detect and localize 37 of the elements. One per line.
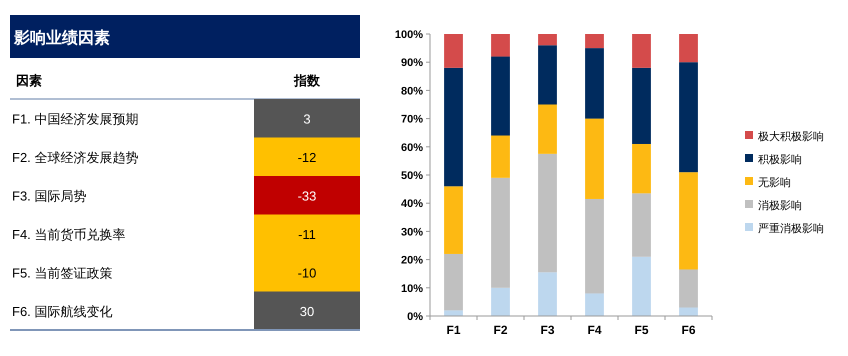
xtick-label: F4 <box>588 323 602 337</box>
legend-label: 积极影响 <box>758 154 802 166</box>
cell-label: -11 <box>298 226 316 242</box>
legend-label: 消极影响 <box>758 200 802 212</box>
ytick-label: 40% <box>400 198 423 210</box>
ytick-label: 60% <box>400 142 423 154</box>
legend-label: 严重消极影响 <box>758 223 824 235</box>
ytick-label: 20% <box>400 254 423 267</box>
row-label: F5. 当前签证政策 <box>12 265 112 280</box>
cell-label: -33 <box>298 188 316 204</box>
ytick-label: 80% <box>400 85 423 98</box>
ytick-label: 70% <box>400 114 423 126</box>
cell-label: -10 <box>298 265 316 280</box>
ytick-label: 30% <box>400 226 423 238</box>
xtick-label: F1 <box>446 323 460 337</box>
xtick-label: F5 <box>634 323 648 337</box>
cell-label: 30 <box>300 304 314 319</box>
legend-label: 无影响 <box>758 177 791 189</box>
ytick-label: 100% <box>394 29 423 41</box>
ytick-label: 0% <box>407 311 423 323</box>
row-label: F4. 当前货币兑换率 <box>12 226 126 242</box>
xtick-label: F2 <box>494 323 508 337</box>
row-label: F6. 国际航线变化 <box>12 304 112 319</box>
legend-label: 极大积极影响 <box>758 131 824 143</box>
ytick-label: 10% <box>400 282 423 295</box>
row-label: F1. 中国经济发展预期 <box>12 111 138 126</box>
xtick-label: F6 <box>682 323 696 337</box>
column-header: 指数 <box>294 73 320 88</box>
ylabel: 因素 <box>16 73 42 88</box>
ytick-label: 50% <box>400 170 423 182</box>
xtick-label: F3 <box>540 323 554 337</box>
ytick-label: 90% <box>400 57 423 70</box>
cell-label: 3 <box>303 111 311 126</box>
row-label: F2. 全球经济发展趋势 <box>12 150 138 165</box>
title: 影响业绩因素 <box>14 30 110 47</box>
cell-label: -12 <box>298 150 316 165</box>
row-label: F3. 国际局势 <box>12 188 86 204</box>
